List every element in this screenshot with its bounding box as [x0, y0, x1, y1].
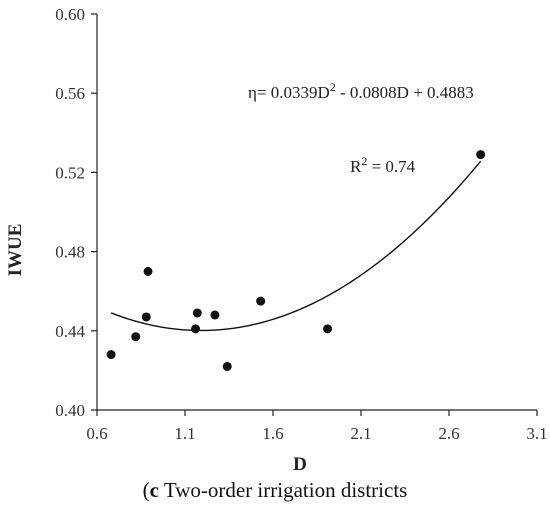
data-point	[106, 350, 116, 360]
caption-text: Two-order irrigation districts	[158, 478, 408, 502]
data-point	[131, 332, 141, 342]
x-axis-label: D	[293, 454, 307, 475]
data-point	[141, 312, 151, 322]
data-point	[210, 310, 220, 320]
trendline-group	[110, 160, 482, 332]
data-point	[323, 324, 333, 334]
x-tick-label: 3.1	[526, 424, 547, 443]
scatter-chart: 0.40 0.44 0.48 0.52 0.56 0.60 0.6 1.1 1.6 2.1 2.6…	[5, 5, 548, 475]
y-axis-label: IWUE	[5, 224, 26, 277]
r-squared-label: R2 = 0.74	[350, 154, 416, 176]
y-tick-label: 0.56	[55, 84, 85, 103]
x-tick-label: 2.6	[438, 424, 459, 443]
y-tick-label: 0.52	[55, 163, 85, 182]
x-axis: 0.6 1.1 1.6 2.1 2.6 3.1	[86, 409, 548, 443]
data-point	[191, 324, 201, 334]
trendline	[110, 160, 482, 332]
x-tick-label: 0.6	[86, 424, 107, 443]
y-axis: 0.40 0.44 0.48 0.52 0.56 0.60	[55, 5, 98, 420]
y-tick-label: 0.48	[55, 243, 85, 262]
equation-label: η= 0.0339D2 - 0.0808D + 0.4883	[248, 80, 474, 102]
y-tick-label: 0.44	[55, 322, 85, 341]
data-point	[143, 266, 153, 276]
x-tick-label: 1.1	[174, 424, 195, 443]
x-tick-label: 1.6	[262, 424, 283, 443]
y-tick-label: 0.60	[55, 5, 85, 24]
data-points	[106, 150, 486, 371]
y-tick-label: 0.40	[55, 401, 85, 420]
data-point	[192, 308, 202, 318]
figure-caption: (c Two-order irrigation districts	[142, 478, 408, 502]
data-point	[222, 361, 232, 371]
x-tick-label: 2.1	[350, 424, 371, 443]
data-point	[476, 150, 486, 160]
caption-letter: c	[149, 478, 159, 502]
data-point	[256, 296, 266, 306]
